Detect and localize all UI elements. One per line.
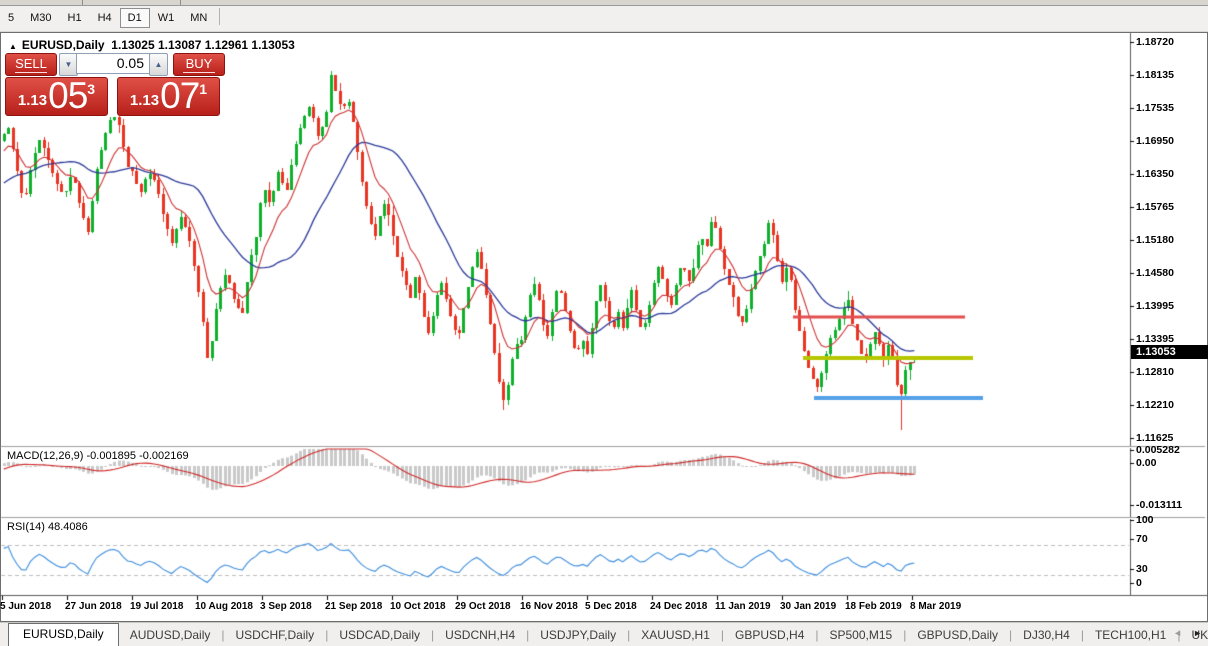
tab-separator: |	[431, 628, 435, 642]
tab-separator: |	[1080, 628, 1084, 642]
rsi-axis-tick: 0	[1136, 577, 1142, 589]
sell-label: SELL	[15, 56, 47, 71]
rsi-indicator-label: RSI(14) 48.4086	[7, 521, 88, 533]
tab-separator: |	[1009, 628, 1013, 642]
price-tick: 1.18135	[1136, 69, 1174, 81]
one-click-trading-panel: SELL ▼ 0.05 ▲ BUY 1.13 05 3 1.13 07 1	[5, 50, 225, 117]
date-tick: 19 Jul 2018	[130, 601, 184, 612]
buy-price-point: 1	[199, 81, 208, 97]
chart-tab-xauusd-h1[interactable]: XAUUSD,H1	[641, 628, 710, 642]
sell-price-pips: 05	[48, 75, 88, 116]
volume-input[interactable]: 0.05	[76, 53, 150, 74]
chart-tab-ukc[interactable]: UKC	[1191, 628, 1208, 642]
chart-symbol-label: EURUSD,Daily	[21, 38, 105, 52]
tab-separator: |	[526, 628, 530, 642]
chevron-down-icon: ▼	[64, 60, 73, 69]
date-tick: 24 Dec 2018	[650, 601, 708, 612]
current-price-tag: 1.13053	[1131, 345, 1208, 359]
chart-tab-usdchf-daily[interactable]: USDCHF,Daily	[235, 628, 315, 642]
price-tick: 1.11625	[1136, 432, 1174, 444]
date-tick: 5 Dec 2018	[585, 601, 637, 612]
date-tick: 3 Sep 2018	[260, 601, 312, 612]
rsi-value: 48.4086	[47, 521, 88, 533]
price-tick: 1.18720	[1136, 36, 1174, 48]
date-tick: 30 Jan 2019	[780, 601, 837, 612]
date-tick: 16 Nov 2018	[520, 601, 578, 612]
tab-separator: |	[720, 628, 725, 642]
buy-underline	[183, 72, 215, 73]
chart-tab-tech100-h1[interactable]: TECH100,H1	[1094, 628, 1167, 642]
date-tick: 10 Oct 2018	[390, 601, 446, 612]
sell-underline	[15, 72, 47, 73]
buy-label: BUY	[185, 56, 213, 71]
macd-name: MACD(12,26,9)	[7, 450, 84, 462]
tab-separator: |	[627, 628, 631, 642]
rsi-axis-tick: 70	[1136, 533, 1148, 545]
date-tick: 21 Sep 2018	[325, 601, 383, 612]
macd-indicator-label: MACD(12,26,9) -0.001895 -0.002169	[7, 450, 189, 462]
price-tick: 1.15180	[1136, 234, 1174, 246]
chart-tab-gbpusd-h4[interactable]: GBPUSD,H4	[735, 628, 805, 642]
date-tick: 29 Oct 2018	[455, 601, 511, 612]
sell-button[interactable]: SELL	[5, 53, 57, 76]
chart-tab-usdcad-daily[interactable]: USDCAD,Daily	[339, 628, 420, 642]
tab-separator: |	[221, 628, 225, 642]
date-tick: 11 Jan 2019	[715, 601, 771, 612]
buy-price-pips: 07	[160, 75, 200, 116]
buy-button[interactable]: BUY	[173, 53, 225, 76]
price-tick: 1.15765	[1136, 201, 1174, 213]
price-tick: 1.13395	[1136, 333, 1174, 345]
price-tick: 1.12210	[1136, 399, 1174, 411]
tab-separator: |	[1177, 628, 1181, 642]
macd-axis-tick: -0.013111	[1136, 499, 1183, 511]
sell-price-point: 3	[87, 81, 96, 97]
date-tick: 18 Feb 2019	[845, 601, 902, 612]
price-tick: 1.13995	[1136, 300, 1174, 312]
chart-tab-gbpusd-daily[interactable]: GBPUSD,Daily	[917, 628, 999, 642]
date-tick: 5 Jun 2018	[0, 601, 52, 612]
price-tick: 1.17535	[1136, 102, 1174, 114]
chart-title: ▲ EURUSD,Daily 1.13025 1.13087 1.12961 1.…	[9, 38, 295, 52]
sell-price-quote[interactable]: 1.13 05 3	[5, 77, 108, 116]
tab-separator: |	[325, 628, 329, 642]
collapse-triangle-icon[interactable]: ▲	[9, 42, 17, 51]
rsi-name: RSI(14)	[7, 521, 45, 533]
buy-price-base: 1.13	[129, 92, 160, 109]
rsi-axis-tick: 30	[1136, 563, 1148, 575]
chart-ohlc-readout: 1.13025 1.13087 1.12961 1.13053	[111, 38, 295, 52]
chart-tab-bar: EURUSD,Daily AUDUSD,Daily | USDCHF,Daily | US…	[0, 622, 1208, 646]
tab-scroll-left-icon[interactable]: ◄	[1173, 628, 1182, 638]
price-tick: 1.16350	[1136, 168, 1174, 180]
chart-tab-sp500-m15[interactable]: SP500,M15	[829, 628, 893, 642]
price-tick: 1.14580	[1136, 267, 1174, 279]
macd-values: -0.001895 -0.002169	[86, 450, 189, 462]
volume-increase-button[interactable]: ▲	[149, 53, 168, 76]
price-tick: 1.16950	[1136, 135, 1174, 147]
chart-tab-dj30-h4[interactable]: DJ30,H4	[1023, 628, 1070, 642]
rsi-axis-tick: 100	[1136, 514, 1154, 526]
buy-price-quote[interactable]: 1.13 07 1	[117, 77, 220, 116]
price-tick: 1.12810	[1136, 366, 1174, 378]
chart-tab-audusd-daily[interactable]: AUDUSD,Daily	[129, 628, 211, 642]
macd-axis-tick: 0.00	[1136, 457, 1157, 469]
tab-scroll-right-icon[interactable]: ►	[1193, 628, 1202, 638]
tab-separator: |	[815, 628, 819, 642]
tab-separator: |	[903, 628, 907, 642]
chart-tab-usdcnh-h4[interactable]: USDCNH,H4	[445, 628, 516, 642]
date-tick: 27 Jun 2018	[65, 601, 122, 612]
sell-price-base: 1.13	[17, 92, 48, 109]
chart-tab-usdjpy-daily[interactable]: USDJPY,Daily	[540, 628, 617, 642]
chart-tab-eurusd-daily[interactable]: EURUSD,Daily	[8, 623, 119, 646]
date-tick: 10 Aug 2018	[195, 601, 253, 612]
date-tick: 8 Mar 2019	[910, 601, 962, 612]
chevron-up-icon: ▲	[154, 60, 163, 69]
macd-axis-tick: 0.005282	[1136, 444, 1180, 456]
